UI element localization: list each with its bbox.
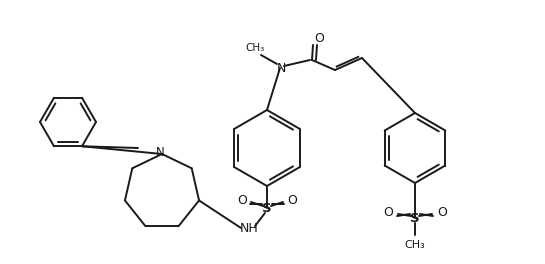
Text: NH: NH bbox=[240, 221, 258, 234]
Text: O: O bbox=[437, 205, 447, 219]
Text: CH₃: CH₃ bbox=[245, 43, 265, 53]
Text: CH₃: CH₃ bbox=[404, 240, 426, 250]
Text: N: N bbox=[156, 147, 165, 159]
Text: N: N bbox=[276, 62, 286, 74]
Text: S: S bbox=[262, 201, 272, 214]
Text: O: O bbox=[314, 32, 324, 45]
Text: O: O bbox=[383, 205, 393, 219]
Text: O: O bbox=[237, 194, 247, 206]
Text: S: S bbox=[410, 211, 420, 224]
Text: O: O bbox=[287, 194, 297, 206]
